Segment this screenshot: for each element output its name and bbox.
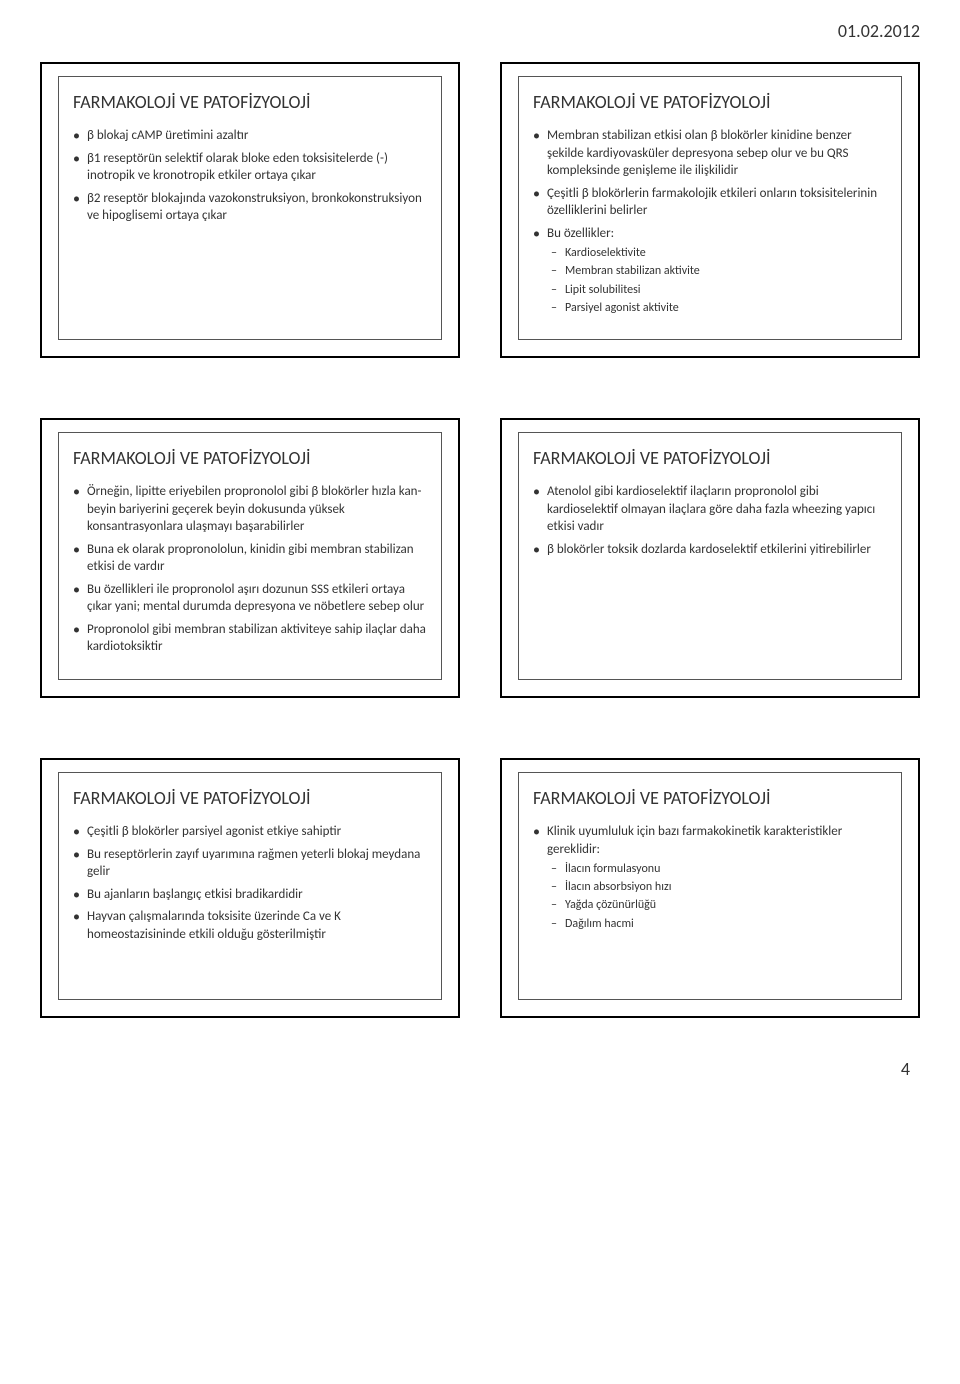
sub-bullet-list: Kardioselektivite Membran stabilizan akti… [547,245,887,316]
bullet-item: Bu özellikleri ile propronolol aşırı doz… [73,581,427,616]
header-date: 01.02.2012 [40,20,920,42]
sub-bullet-list: İlacın formulasyonu İlacın absorbsiyon hı… [547,861,887,932]
bullet-item: Çeşitli β blokörlerin farmakolojik etkil… [533,185,887,220]
bullet-item: β1 reseptörün selektif olarak bloke eden… [73,150,427,185]
slide: FARMAKOLOJİ VE PATOFİZYOLOJİ Çeşitli β bl… [40,758,460,1018]
sub-bullet-item: İlacın formulasyonu [551,861,887,877]
slide-title: FARMAKOLOJİ VE PATOFİZYOLOJİ [73,91,427,113]
bullet-item: Membran stabilizan etkisi olan β blokörl… [533,127,887,180]
bullet-item: Bu ajanların başlangıç etkisi bradikardi… [73,886,427,904]
slide-inner: FARMAKOLOJİ VE PATOFİZYOLOJİ Çeşitli β bl… [58,772,442,1000]
bullet-list: Çeşitli β blokörler parsiyel agonist etk… [73,823,427,943]
bullet-text: Bu özellikleri ile propronolol aşırı doz… [87,582,424,615]
slide: FARMAKOLOJİ VE PATOFİZYOLOJİ Membran stab… [500,62,920,358]
slide-inner: FARMAKOLOJİ VE PATOFİZYOLOJİ β blokaj cAM… [58,76,442,340]
bullet-list: Membran stabilizan etkisi olan β blokörl… [533,127,887,316]
slide-inner: FARMAKOLOJİ VE PATOFİZYOLOJİ Membran stab… [518,76,902,340]
bullet-text: Çeşitli β blokörler parsiyel agonist etk… [87,824,341,839]
page-number: 4 [40,1058,920,1080]
sub-bullet-item: Dağılım hacmi [551,916,887,932]
sub-bullet-item: İlacın absorbsiyon hızı [551,879,887,895]
slide-title: FARMAKOLOJİ VE PATOFİZYOLOJİ [533,91,887,113]
sub-bullet-item: Parsiyel agonist aktivite [551,300,887,316]
bullet-item: β blokaj cAMP üretimini azaltır [73,127,427,145]
slide: FARMAKOLOJİ VE PATOFİZYOLOJİ Klinik uyuml… [500,758,920,1018]
sub-bullet-item: Lipit solubilitesi [551,282,887,298]
bullet-item: β2 reseptör blokajında vazokonstruksiyon… [73,190,427,225]
bullet-text: Bu ajanların başlangıç etkisi bradikardi… [87,887,303,902]
bullet-text: Atenolol gibi kardioselektif ilaçların p… [547,484,875,534]
bullet-list: Atenolol gibi kardioselektif ilaçların p… [533,483,887,558]
bullet-item: Bu reseptörlerin zayıf uyarımına rağmen … [73,846,427,881]
bullet-text: Bu reseptörlerin zayıf uyarımına rağmen … [87,847,420,880]
slide-title: FARMAKOLOJİ VE PATOFİZYOLOJİ [533,447,887,469]
bullet-text: β1 reseptörün selektif olarak bloke eden… [87,151,388,184]
sub-bullet-item: Kardioselektivite [551,245,887,261]
bullet-text: Klinik uyumluluk için bazı farmakokineti… [547,824,842,857]
slide: FARMAKOLOJİ VE PATOFİZYOLOJİ β blokaj cAM… [40,62,460,358]
bullet-text: Propronolol gibi membran stabilizan akti… [87,622,426,655]
bullet-text: β2 reseptör blokajında vazokonstruksiyon… [87,191,422,224]
bullet-item: Hayvan çalışmalarında toksisite üzerinde… [73,908,427,943]
bullet-list: Örneğin, lipitte eriyebilen propronolol … [73,483,427,656]
slide-title: FARMAKOLOJİ VE PATOFİZYOLOJİ [533,787,887,809]
bullet-list: β blokaj cAMP üretimini azaltır β1 resept… [73,127,427,225]
bullet-item: Buna ek olarak propronololun, kinidin gi… [73,541,427,576]
bullet-text: Membran stabilizan etkisi olan β blokörl… [547,128,852,178]
sub-bullet-item: Yağda çözünürlüğü [551,897,887,913]
bullet-text: Çeşitli β blokörlerin farmakolojik etkil… [547,186,877,219]
bullet-text: Örneğin, lipitte eriyebilen propronolol … [87,484,422,534]
bullet-item: Propronolol gibi membran stabilizan akti… [73,621,427,656]
slide-grid: FARMAKOLOJİ VE PATOFİZYOLOJİ β blokaj cAM… [40,62,920,1018]
bullet-item: Çeşitli β blokörler parsiyel agonist etk… [73,823,427,841]
bullet-text: β blokaj cAMP üretimini azaltır [87,128,248,143]
bullet-text: β blokörler toksik dozlarda kardoselekti… [547,542,871,557]
bullet-text: Hayvan çalışmalarında toksisite üzerinde… [87,909,341,942]
slide: FARMAKOLOJİ VE PATOFİZYOLOJİ Örneğin, lip… [40,418,460,698]
bullet-list: Klinik uyumluluk için bazı farmakokineti… [533,823,887,932]
bullet-item: Örneğin, lipitte eriyebilen propronolol … [73,483,427,536]
slide-title: FARMAKOLOJİ VE PATOFİZYOLOJİ [73,787,427,809]
slide-title: FARMAKOLOJİ VE PATOFİZYOLOJİ [73,447,427,469]
bullet-text: Bu özellikler: [547,226,614,241]
slide: FARMAKOLOJİ VE PATOFİZYOLOJİ Atenolol gib… [500,418,920,698]
slide-inner: FARMAKOLOJİ VE PATOFİZYOLOJİ Örneğin, lip… [58,432,442,680]
bullet-item: Klinik uyumluluk için bazı farmakokineti… [533,823,887,932]
slide-inner: FARMAKOLOJİ VE PATOFİZYOLOJİ Atenolol gib… [518,432,902,680]
bullet-item: Atenolol gibi kardioselektif ilaçların p… [533,483,887,536]
bullet-item: β blokörler toksik dozlarda kardoselekti… [533,541,887,559]
bullet-item: Bu özellikler: Kardioselektivite Membran s… [533,225,887,316]
sub-bullet-item: Membran stabilizan aktivite [551,263,887,279]
bullet-text: Buna ek olarak propronololun, kinidin gi… [87,542,414,575]
slide-inner: FARMAKOLOJİ VE PATOFİZYOLOJİ Klinik uyuml… [518,772,902,1000]
